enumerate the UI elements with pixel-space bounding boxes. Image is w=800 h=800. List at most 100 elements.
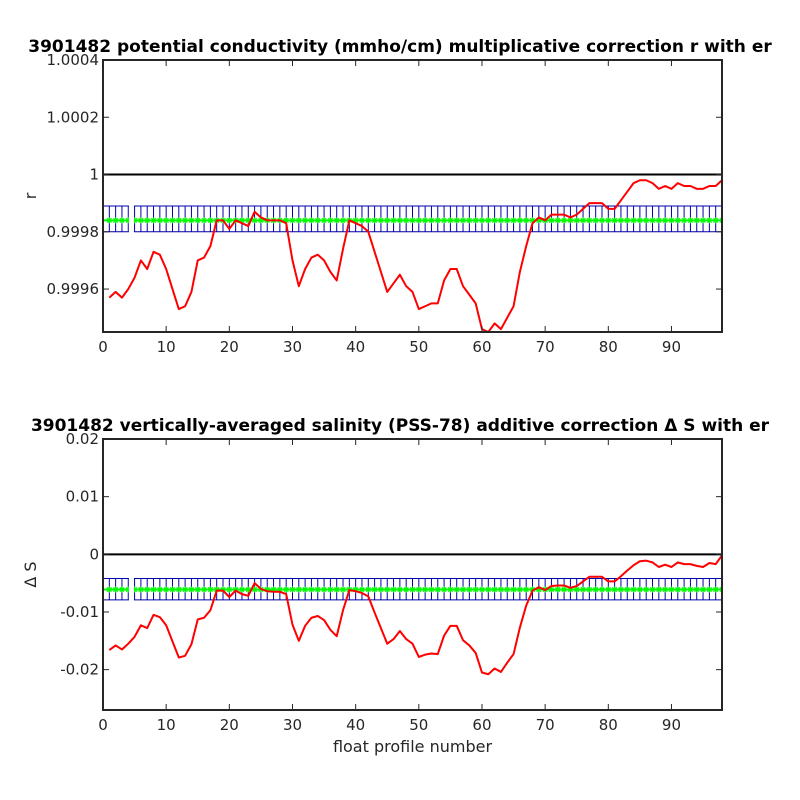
fit-marker xyxy=(441,586,448,593)
fit-marker xyxy=(516,586,523,593)
chart-title: 3901482 vertically-averaged salinity (PS… xyxy=(31,416,770,436)
fit-marker xyxy=(144,586,151,593)
fit-marker xyxy=(340,586,347,593)
x-axis-label: float profile number xyxy=(333,737,493,756)
fit-marker xyxy=(649,217,656,224)
fit-marker xyxy=(352,217,359,224)
fit-marker xyxy=(358,217,365,224)
fit-marker xyxy=(289,586,296,593)
fit-marker xyxy=(308,586,315,593)
y-tick-label: 1 xyxy=(89,166,99,184)
fit-marker xyxy=(131,586,138,593)
fit-marker xyxy=(276,586,283,593)
fit-marker xyxy=(245,217,252,224)
fit-marker xyxy=(207,586,214,593)
fit-marker xyxy=(390,217,397,224)
fit-marker xyxy=(201,586,208,593)
fit-marker xyxy=(497,586,504,593)
conductivity-correction-panel: 0 10 20 30 40 50 60 70 80 90 0.9996 0.9998 1 1.0002 1.… xyxy=(21,37,772,356)
fit-marker xyxy=(163,217,170,224)
x-tick-label: 10 xyxy=(157,338,176,356)
fit-marker xyxy=(573,586,580,593)
x-tick-label: 50 xyxy=(409,716,428,734)
fit-marker xyxy=(434,217,441,224)
fit-marker xyxy=(232,586,239,593)
fit-marker xyxy=(510,586,517,593)
fit-marker xyxy=(700,586,707,593)
fit-marker xyxy=(289,217,296,224)
fit-marker xyxy=(270,586,277,593)
axes-box xyxy=(102,59,723,333)
fit-marker xyxy=(144,217,151,224)
fit-marker xyxy=(327,586,334,593)
fit-marker xyxy=(365,586,372,593)
fit-marker xyxy=(377,217,384,224)
fit-marker xyxy=(201,217,208,224)
fit-marker xyxy=(453,217,460,224)
fit-marker xyxy=(194,586,201,593)
fit-marker xyxy=(567,217,574,224)
fit-marker xyxy=(264,586,271,593)
fit-marker xyxy=(529,586,536,593)
fit-marker xyxy=(415,586,422,593)
fit-marker xyxy=(580,217,587,224)
fit-marker xyxy=(478,586,485,593)
fit-marker xyxy=(169,217,176,224)
fit-marker xyxy=(529,217,536,224)
fit-marker xyxy=(535,217,542,224)
fit-marker xyxy=(137,586,144,593)
fit-marker xyxy=(441,217,448,224)
fit-marker xyxy=(472,586,479,593)
fit-marker xyxy=(396,217,403,224)
fit-marker xyxy=(693,217,700,224)
fit-marker xyxy=(396,586,403,593)
x-tick-label: 20 xyxy=(220,338,239,356)
fit-marker xyxy=(390,586,397,593)
fit-marker xyxy=(257,217,264,224)
y-tick-label: 0 xyxy=(89,545,99,563)
fit-marker xyxy=(371,217,378,224)
salinity-correction-panel: 0 10 20 30 40 50 60 70 80 90 -0.02 -0.01 0 0.01 0.0239… xyxy=(21,416,770,756)
fit-marker xyxy=(460,217,467,224)
fit-marker xyxy=(466,217,473,224)
fit-marker xyxy=(662,586,669,593)
y-tick-label: 1.0002 xyxy=(47,108,100,126)
fit-marker xyxy=(188,217,195,224)
x-tick-label: 30 xyxy=(283,716,302,734)
fit-marker xyxy=(548,217,555,224)
fit-marker xyxy=(535,586,542,593)
fit-marker xyxy=(150,217,157,224)
fit-marker xyxy=(377,586,384,593)
fit-marker xyxy=(706,586,713,593)
fit-marker xyxy=(314,586,321,593)
fit-marker xyxy=(611,586,618,593)
plot-content xyxy=(103,553,722,676)
x-tick-label: 60 xyxy=(472,338,491,356)
fit-marker xyxy=(434,586,441,593)
fit-marker xyxy=(491,217,498,224)
fit-marker xyxy=(617,217,624,224)
x-tick-label: 40 xyxy=(346,716,365,734)
chart-title: 3901482 potential conductivity (mmho/cm)… xyxy=(28,37,772,57)
fit-marker xyxy=(523,586,530,593)
fit-marker xyxy=(466,586,473,593)
fit-marker xyxy=(598,217,605,224)
fit-marker xyxy=(238,217,245,224)
fit-marker xyxy=(554,217,561,224)
fit-marker xyxy=(630,217,637,224)
fit-marker xyxy=(175,586,182,593)
fit-marker xyxy=(561,586,568,593)
y-axis-label: r xyxy=(21,192,40,199)
fit-marker xyxy=(636,586,643,593)
x-tick-label: 80 xyxy=(599,338,618,356)
x-tick-label: 10 xyxy=(157,716,176,734)
fit-marker xyxy=(428,217,435,224)
fit-marker xyxy=(611,217,618,224)
fit-marker xyxy=(485,217,492,224)
fit-marker xyxy=(617,586,624,593)
fit-marker xyxy=(283,586,290,593)
fit-marker xyxy=(504,217,511,224)
fit-marker xyxy=(384,586,391,593)
fit-marker xyxy=(106,217,113,224)
